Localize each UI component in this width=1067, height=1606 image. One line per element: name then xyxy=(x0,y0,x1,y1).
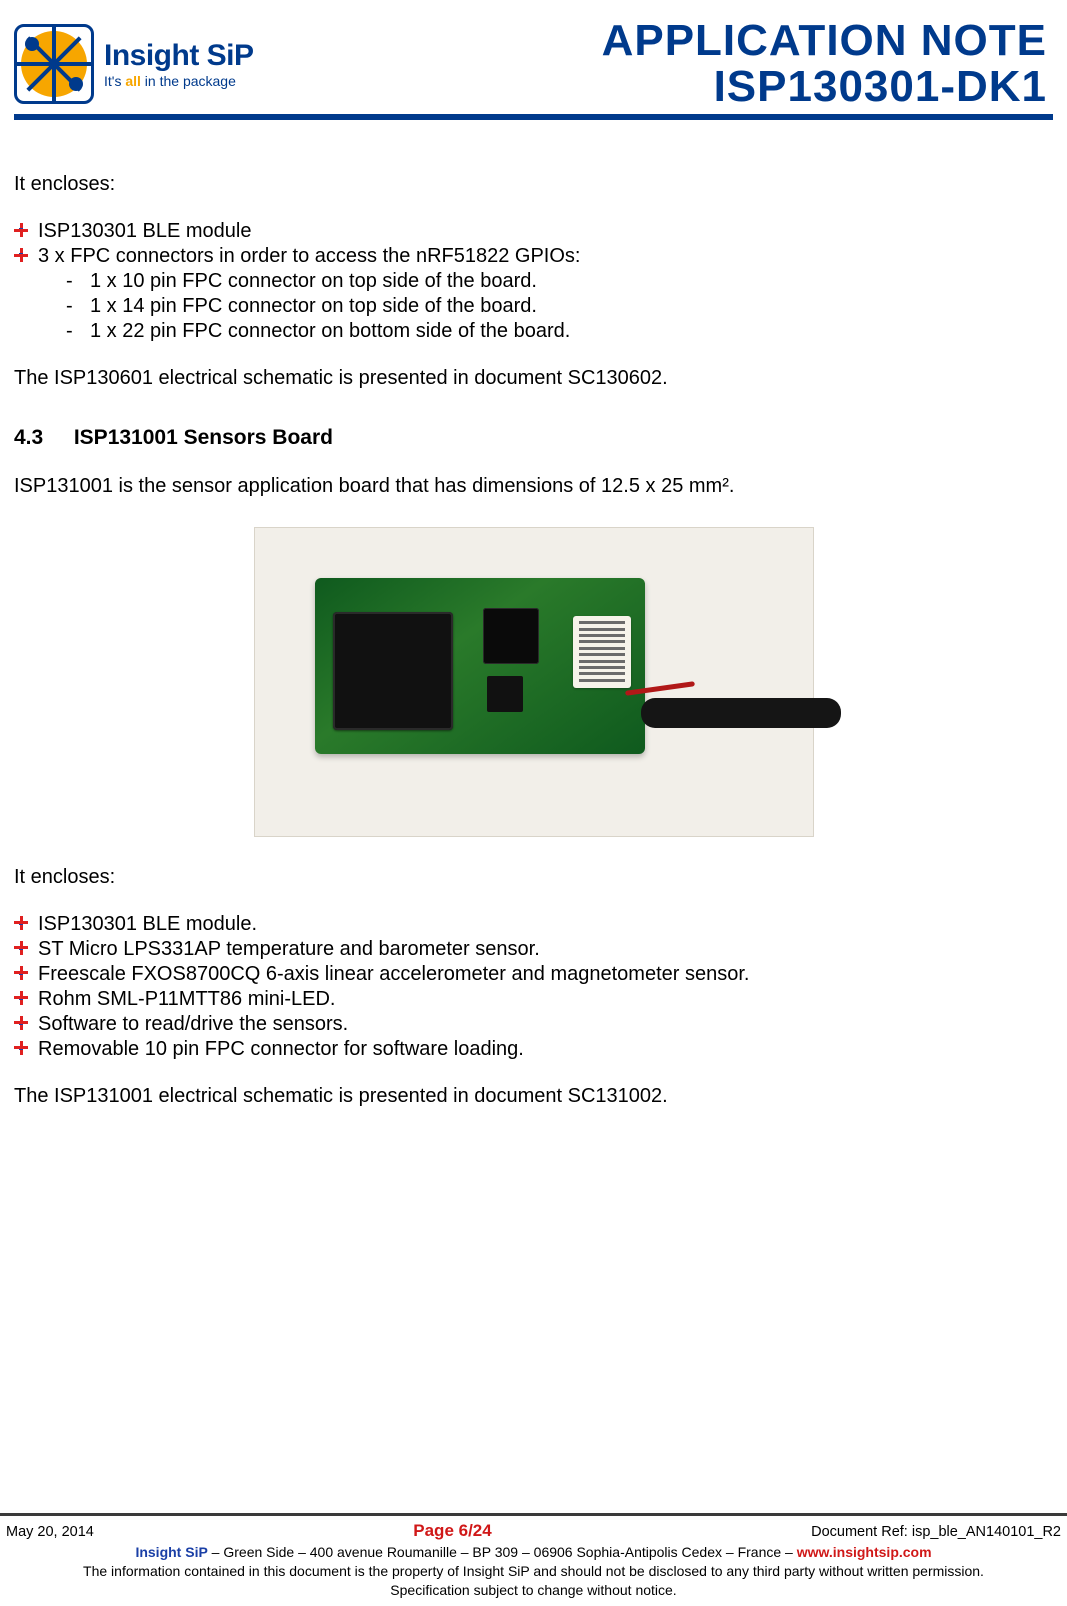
encloses-heading-2: It encloses: xyxy=(14,865,1053,890)
small-chip-icon xyxy=(487,676,523,712)
list-item: 1 x 22 pin FPC connector on bottom side … xyxy=(66,319,1053,344)
list-item-text: 1 x 22 pin FPC connector on bottom side … xyxy=(90,320,570,342)
list-item-text: Software to read/drive the sensors. xyxy=(38,1013,348,1035)
fpc-connector-icon xyxy=(573,616,631,688)
footer-date: May 20, 2014 xyxy=(6,1523,94,1543)
document-ref: Document Ref: isp_ble_AN140101_R2 xyxy=(811,1523,1061,1543)
plus-bullet-icon xyxy=(14,991,28,1005)
list-item-text: Removable 10 pin FPC connector for softw… xyxy=(38,1038,524,1060)
footer-top-row: May 20, 2014 Page 6/24 Document Ref: isp… xyxy=(6,1520,1061,1543)
schematic-note-2: The ISP131001 electrical schematic is pr… xyxy=(14,1084,1053,1109)
list-item: Removable 10 pin FPC connector for softw… xyxy=(14,1037,1053,1062)
logo-mark-icon xyxy=(14,24,94,104)
plus-bullet-icon xyxy=(14,966,28,980)
list-item: Software to read/drive the sensors. xyxy=(14,1012,1053,1037)
document-body: It encloses: ISP130301 BLE module 3 x FP… xyxy=(14,120,1053,1108)
plus-bullet-icon xyxy=(14,1041,28,1055)
list-item: 1 x 10 pin FPC connector on top side of … xyxy=(66,269,1053,294)
list-item: ST Micro LPS331AP temperature and barome… xyxy=(14,937,1053,962)
list-item: Rohm SML-P11MTT86 mini-LED. xyxy=(14,987,1053,1012)
footer-address-line: Insight SiP – Green Side – 400 avenue Ro… xyxy=(6,1543,1061,1562)
footer-disclaimer-1: The information contained in this docume… xyxy=(6,1562,1061,1581)
footer-company: Insight SiP xyxy=(135,1544,207,1560)
sensor-board-figure xyxy=(254,527,814,837)
title-line-1: APPLICATION NOTE xyxy=(312,18,1047,64)
list-item-text: 3 x FPC connectors in order to access th… xyxy=(38,245,580,267)
title-line-2: ISP130301-DK1 xyxy=(312,64,1047,110)
footer-url[interactable]: www.insightsip.com xyxy=(797,1544,932,1560)
list-item-text: ISP130301 BLE module. xyxy=(38,913,257,935)
footer-address: – Green Side – 400 avenue Roumanille – B… xyxy=(208,1544,797,1560)
list-item-text: ST Micro LPS331AP temperature and barome… xyxy=(38,938,540,960)
page-header: Insight SiP It's all in the package APPL… xyxy=(14,10,1053,120)
list-item: 3 x FPC connectors in order to access th… xyxy=(14,244,1053,344)
section-heading: 4.3 ISP131001 Sensors Board xyxy=(14,425,1053,451)
company-logo: Insight SiP It's all in the package xyxy=(14,19,294,109)
footer-disclaimer-2: Specification subject to change without … xyxy=(6,1581,1061,1600)
list-item: Freescale FXOS8700CQ 6-axis linear accel… xyxy=(14,962,1053,987)
logo-tagline: It's all in the package xyxy=(104,73,254,89)
sub-list: 1 x 10 pin FPC connector on top side of … xyxy=(38,269,1053,344)
list-item-text: ISP130301 BLE module xyxy=(38,220,252,242)
page-footer: May 20, 2014 Page 6/24 Document Ref: isp… xyxy=(0,1513,1067,1600)
document-title-block: APPLICATION NOTE ISP130301-DK1 xyxy=(312,18,1053,110)
plus-bullet-icon xyxy=(14,916,28,930)
encloses-heading-1: It encloses: xyxy=(14,172,1053,197)
page-number: Page 6/24 xyxy=(413,1520,491,1543)
list-item-text: Rohm SML-P11MTT86 mini-LED. xyxy=(38,988,335,1010)
feature-list-2: ISP130301 BLE module. ST Micro LPS331AP … xyxy=(14,912,1053,1062)
ble-module-chip-icon xyxy=(333,612,453,730)
section-intro: ISP131001 is the sensor application boar… xyxy=(14,474,1053,499)
wires-icon xyxy=(625,686,815,746)
pcb-illustration xyxy=(315,578,645,754)
list-item-text: 1 x 14 pin FPC connector on top side of … xyxy=(90,295,537,317)
plus-bullet-icon xyxy=(14,248,28,262)
feature-list-1: ISP130301 BLE module 3 x FPC connectors … xyxy=(14,219,1053,344)
document-page: Insight SiP It's all in the package APPL… xyxy=(0,0,1067,1606)
list-item: ISP130301 BLE module xyxy=(14,219,1053,244)
section-number: 4.3 xyxy=(14,425,68,451)
plus-bullet-icon xyxy=(14,223,28,237)
sensor-chip-icon xyxy=(483,608,539,664)
plus-bullet-icon xyxy=(14,1016,28,1030)
plus-bullet-icon xyxy=(14,941,28,955)
list-item: ISP130301 BLE module. xyxy=(14,912,1053,937)
list-item-text: 1 x 10 pin FPC connector on top side of … xyxy=(90,270,537,292)
schematic-note-1: The ISP130601 electrical schematic is pr… xyxy=(14,366,1053,391)
section-title: ISP131001 Sensors Board xyxy=(74,426,333,449)
list-item-text: Freescale FXOS8700CQ 6-axis linear accel… xyxy=(38,963,749,985)
logo-title: Insight SiP xyxy=(104,39,254,73)
list-item: 1 x 14 pin FPC connector on top side of … xyxy=(66,294,1053,319)
